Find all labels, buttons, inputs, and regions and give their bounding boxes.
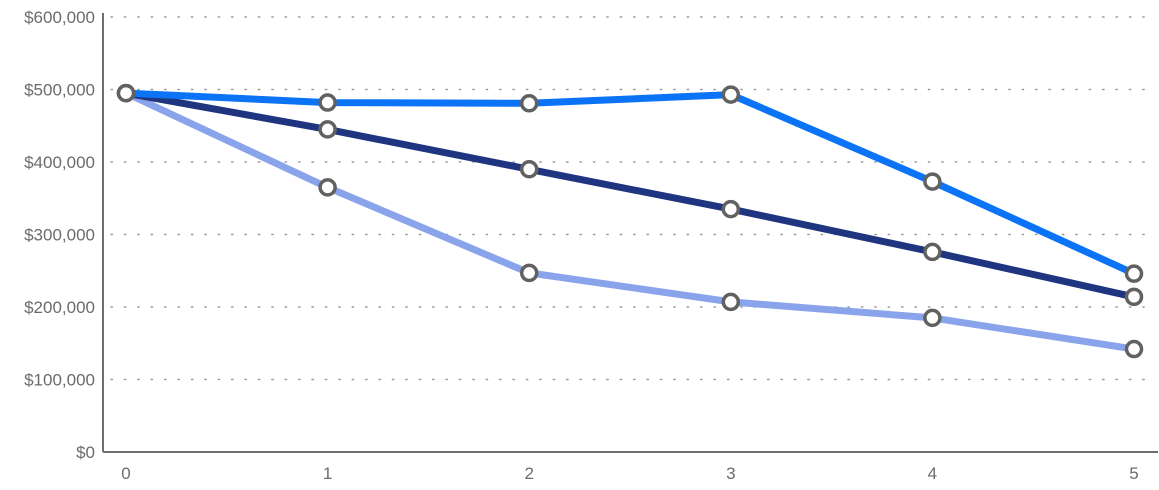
series-1-point-3 [721,292,741,312]
series-2-point-3 [721,199,741,219]
x-tick-label: 3 [726,464,735,483]
series-3-point-3 [721,85,741,104]
series-3-point-2 [519,94,539,113]
series-3-point-4 [923,172,942,191]
y-tick-label: $100,000 [24,371,95,390]
x-tick-label: 5 [1129,464,1138,483]
y-tick-label: $500,000 [24,81,95,100]
series-1-point-2 [519,263,539,283]
series-2-point-5 [1124,287,1144,307]
series-line-3 [122,89,1138,278]
series-3-point-0 [116,83,136,103]
axis-layer: $0 $100,000 $200,000 $300,000 $400,000 $500,0… [24,8,1158,483]
y-tick-label: $0 [76,443,95,462]
series-3-point-5 [1124,264,1144,283]
series-2-point-2 [519,160,539,179]
series-line-1 [122,89,1138,353]
x-tick-label: 0 [121,464,130,483]
series-1-point-5 [1124,339,1144,359]
series-2-point-1 [318,120,337,139]
series-1-point-1 [318,178,337,197]
grid-layer [110,16,1155,381]
x-tick-label: 1 [323,464,332,483]
y-tick-label: $300,000 [24,226,95,245]
series-3-point-1 [318,93,337,112]
y-tick-label: $200,000 [24,298,95,317]
y-tick-label: $400,000 [24,153,95,172]
series-1-point-4 [923,308,942,328]
x-tick-label: 2 [524,464,533,483]
marker-layer [116,83,1144,359]
series-2-point-4 [923,242,942,262]
y-tick-label: $600,000 [24,8,95,27]
series-layer [122,89,1138,353]
series-line-2 [122,89,1138,301]
x-tick-label: 4 [928,464,937,483]
